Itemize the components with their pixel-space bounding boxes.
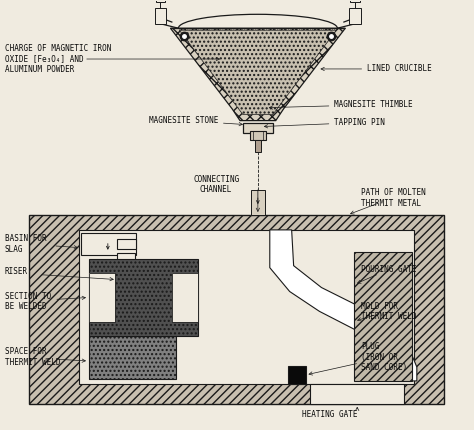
- Bar: [350, 0, 360, 3]
- Text: CONNECTING
CHANNEL: CONNECTING CHANNEL: [193, 175, 239, 194]
- Text: MOLD FOR
THERMIT WELD: MOLD FOR THERMIT WELD: [361, 302, 417, 321]
- Text: MAGNESITE STONE: MAGNESITE STONE: [148, 116, 242, 126]
- Bar: [117, 239, 136, 249]
- Bar: [89, 273, 115, 322]
- Bar: [255, 141, 261, 152]
- Text: PATH OF MOLTEN
THERMIT METAL: PATH OF MOLTEN THERMIT METAL: [361, 188, 426, 208]
- Bar: [310, 384, 404, 404]
- Bar: [89, 259, 198, 336]
- Text: CHARGE OF MAGNETIC IRON
OXIDE [Fe₃O₄] AND
ALUMINUM POWDER: CHARGE OF MAGNETIC IRON OXIDE [Fe₃O₄] AN…: [5, 44, 111, 74]
- Polygon shape: [179, 30, 337, 115]
- Bar: [173, 273, 198, 322]
- Text: LINED CRUCIBLE: LINED CRUCIBLE: [321, 64, 432, 74]
- Bar: [81, 233, 136, 255]
- Bar: [29, 215, 444, 404]
- Bar: [155, 8, 166, 24]
- Bar: [250, 131, 266, 141]
- Bar: [79, 230, 414, 384]
- Text: TAPPING PIN: TAPPING PIN: [264, 118, 385, 128]
- Text: SECTION TO
BE WELDED: SECTION TO BE WELDED: [5, 292, 51, 311]
- Polygon shape: [270, 230, 417, 381]
- Text: MAGNESITE THIMBLE: MAGNESITE THIMBLE: [269, 100, 413, 109]
- Text: RISER: RISER: [5, 267, 27, 276]
- Bar: [89, 273, 115, 322]
- Bar: [117, 253, 135, 349]
- Bar: [173, 273, 198, 322]
- Text: HEATING GATE: HEATING GATE: [301, 410, 357, 419]
- Text: PLUG
(IRON OR
SAND CORE): PLUG (IRON OR SAND CORE): [361, 342, 408, 372]
- Bar: [349, 8, 361, 24]
- Bar: [251, 190, 265, 215]
- Text: POURING GATE: POURING GATE: [361, 265, 417, 274]
- Bar: [243, 123, 273, 132]
- Text: SPACE FOR
THERMIT WELD: SPACE FOR THERMIT WELD: [5, 347, 60, 367]
- Bar: [89, 336, 176, 379]
- Polygon shape: [171, 28, 345, 120]
- Bar: [288, 366, 306, 384]
- Bar: [155, 0, 165, 3]
- Bar: [354, 252, 412, 381]
- Text: BASIN FOR
SLAG: BASIN FOR SLAG: [5, 234, 46, 254]
